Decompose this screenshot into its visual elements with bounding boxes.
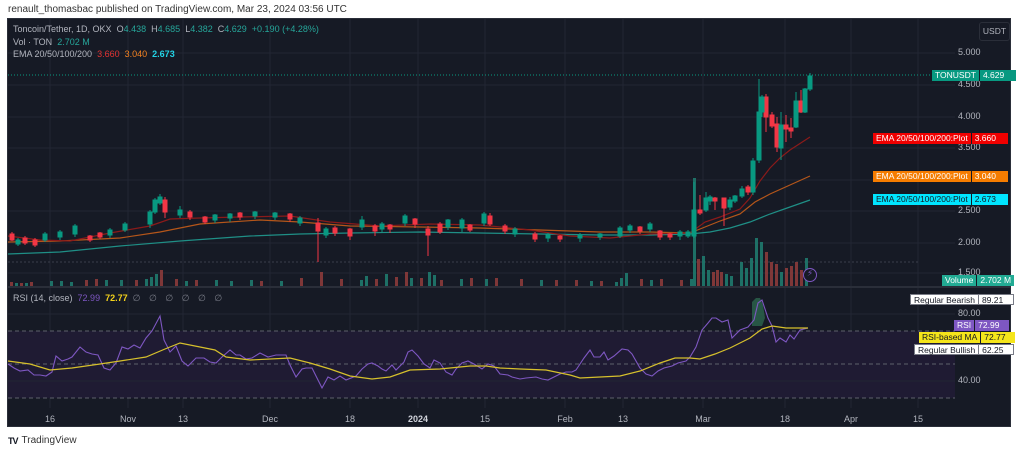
price-tick: 2.000 <box>958 237 981 247</box>
time-tick: Dec <box>261 414 279 424</box>
ema20-line <box>7 136 811 242</box>
close-value: 4.629 <box>224 24 247 34</box>
regular-bearish-tag: Regular Bearish 89.21 <box>910 294 1014 305</box>
time-tick: Feb <box>557 414 573 424</box>
ema20-tag: EMA 20/50/100/200:Plot 3.660 <box>873 133 1008 144</box>
price-tick: 4.500 <box>958 79 981 89</box>
rsi-line <box>7 299 809 390</box>
ema50-tag: EMA 20/50/100/200:Plot 3.040 <box>873 171 1008 182</box>
rsi-ma-value: 72.77 <box>105 293 128 303</box>
time-tick: 2024 <box>407 414 429 424</box>
time-tick: 13 <box>617 414 629 424</box>
publish-info: renault_thomasbac published on TradingVi… <box>8 4 347 15</box>
ema100-tag: EMA 20/50/100/200:Plot 2.673 <box>873 194 1008 205</box>
time-tick: Mar <box>695 414 711 424</box>
symbol-title[interactable]: Toncoin/Tether, 1D, OKX <box>13 24 112 34</box>
rsi-tag: RSI 72.99 <box>954 320 1010 331</box>
currency-button[interactable]: USDT <box>979 22 1010 41</box>
price-tick: 4.000 <box>958 111 981 121</box>
time-tick: Nov <box>119 414 137 424</box>
ema20-value: 3.660 <box>97 49 120 59</box>
brand-name: TradingView <box>21 435 77 446</box>
open-value: 4.438 <box>123 24 147 34</box>
time-tick: 18 <box>779 414 791 424</box>
lightning-icon[interactable]: ⚡ <box>803 268 817 282</box>
change-value: +0.190 (+4.28%) <box>251 24 319 34</box>
regular-bullish-tag: Regular Bullish 62.25 <box>914 344 1015 355</box>
rsi-empty-values: ∅ ∅ ∅ ∅ ∅ ∅ <box>132 293 226 303</box>
volume-bars <box>10 178 808 286</box>
time-tick: 15 <box>479 414 491 424</box>
ohlc-legend[interactable]: Toncoin/Tether, 1D, OKX O4.438 H4.685 L4… <box>13 24 319 34</box>
rsi-ma-tag: RSI-based MA 72.77 <box>919 332 1016 343</box>
time-tick: 16 <box>44 414 56 424</box>
rsi-tick: 80.00 <box>958 308 981 318</box>
price-tick: 2.500 <box>958 205 981 215</box>
time-tick: 15 <box>912 414 924 424</box>
ema100-value: 2.673 <box>152 49 175 59</box>
high-value: 4.685 <box>157 24 181 34</box>
time-tick: Apr <box>843 414 859 424</box>
ema50-line <box>7 175 811 243</box>
time-tick: 18 <box>344 414 356 424</box>
ema-legend[interactable]: EMA 20/50/100/200 3.660 3.040 2.673 <box>13 49 175 59</box>
volume-legend[interactable]: Vol · TON 2.702 M <box>13 37 90 47</box>
tradingview-logo[interactable]: TV TradingView <box>8 435 77 446</box>
rsi-value: 72.99 <box>77 293 101 303</box>
tradingview-logo-icon: TV <box>8 435 18 446</box>
price-tag: TONUSDT 4.629 <box>932 70 1016 81</box>
ema50-value: 3.040 <box>124 49 148 59</box>
price-tick: 5.000 <box>958 47 981 57</box>
ema100-line <box>7 199 811 255</box>
rsi-tick: 40.00 <box>958 375 981 385</box>
rsi-ma-line <box>7 325 808 380</box>
price-tick: 1.500 <box>958 267 981 277</box>
time-tick: 13 <box>177 414 189 424</box>
candlesticks <box>9 73 813 262</box>
price-tick: 3.500 <box>958 142 981 152</box>
rsi-legend[interactable]: RSI (14, close) 72.99 72.77 ∅ ∅ ∅ ∅ ∅ ∅ <box>13 293 226 303</box>
low-value: 4.382 <box>190 24 213 34</box>
volume-tag: Volume 2.702 M <box>942 275 1015 286</box>
volume-value: 2.702 M <box>57 37 90 47</box>
